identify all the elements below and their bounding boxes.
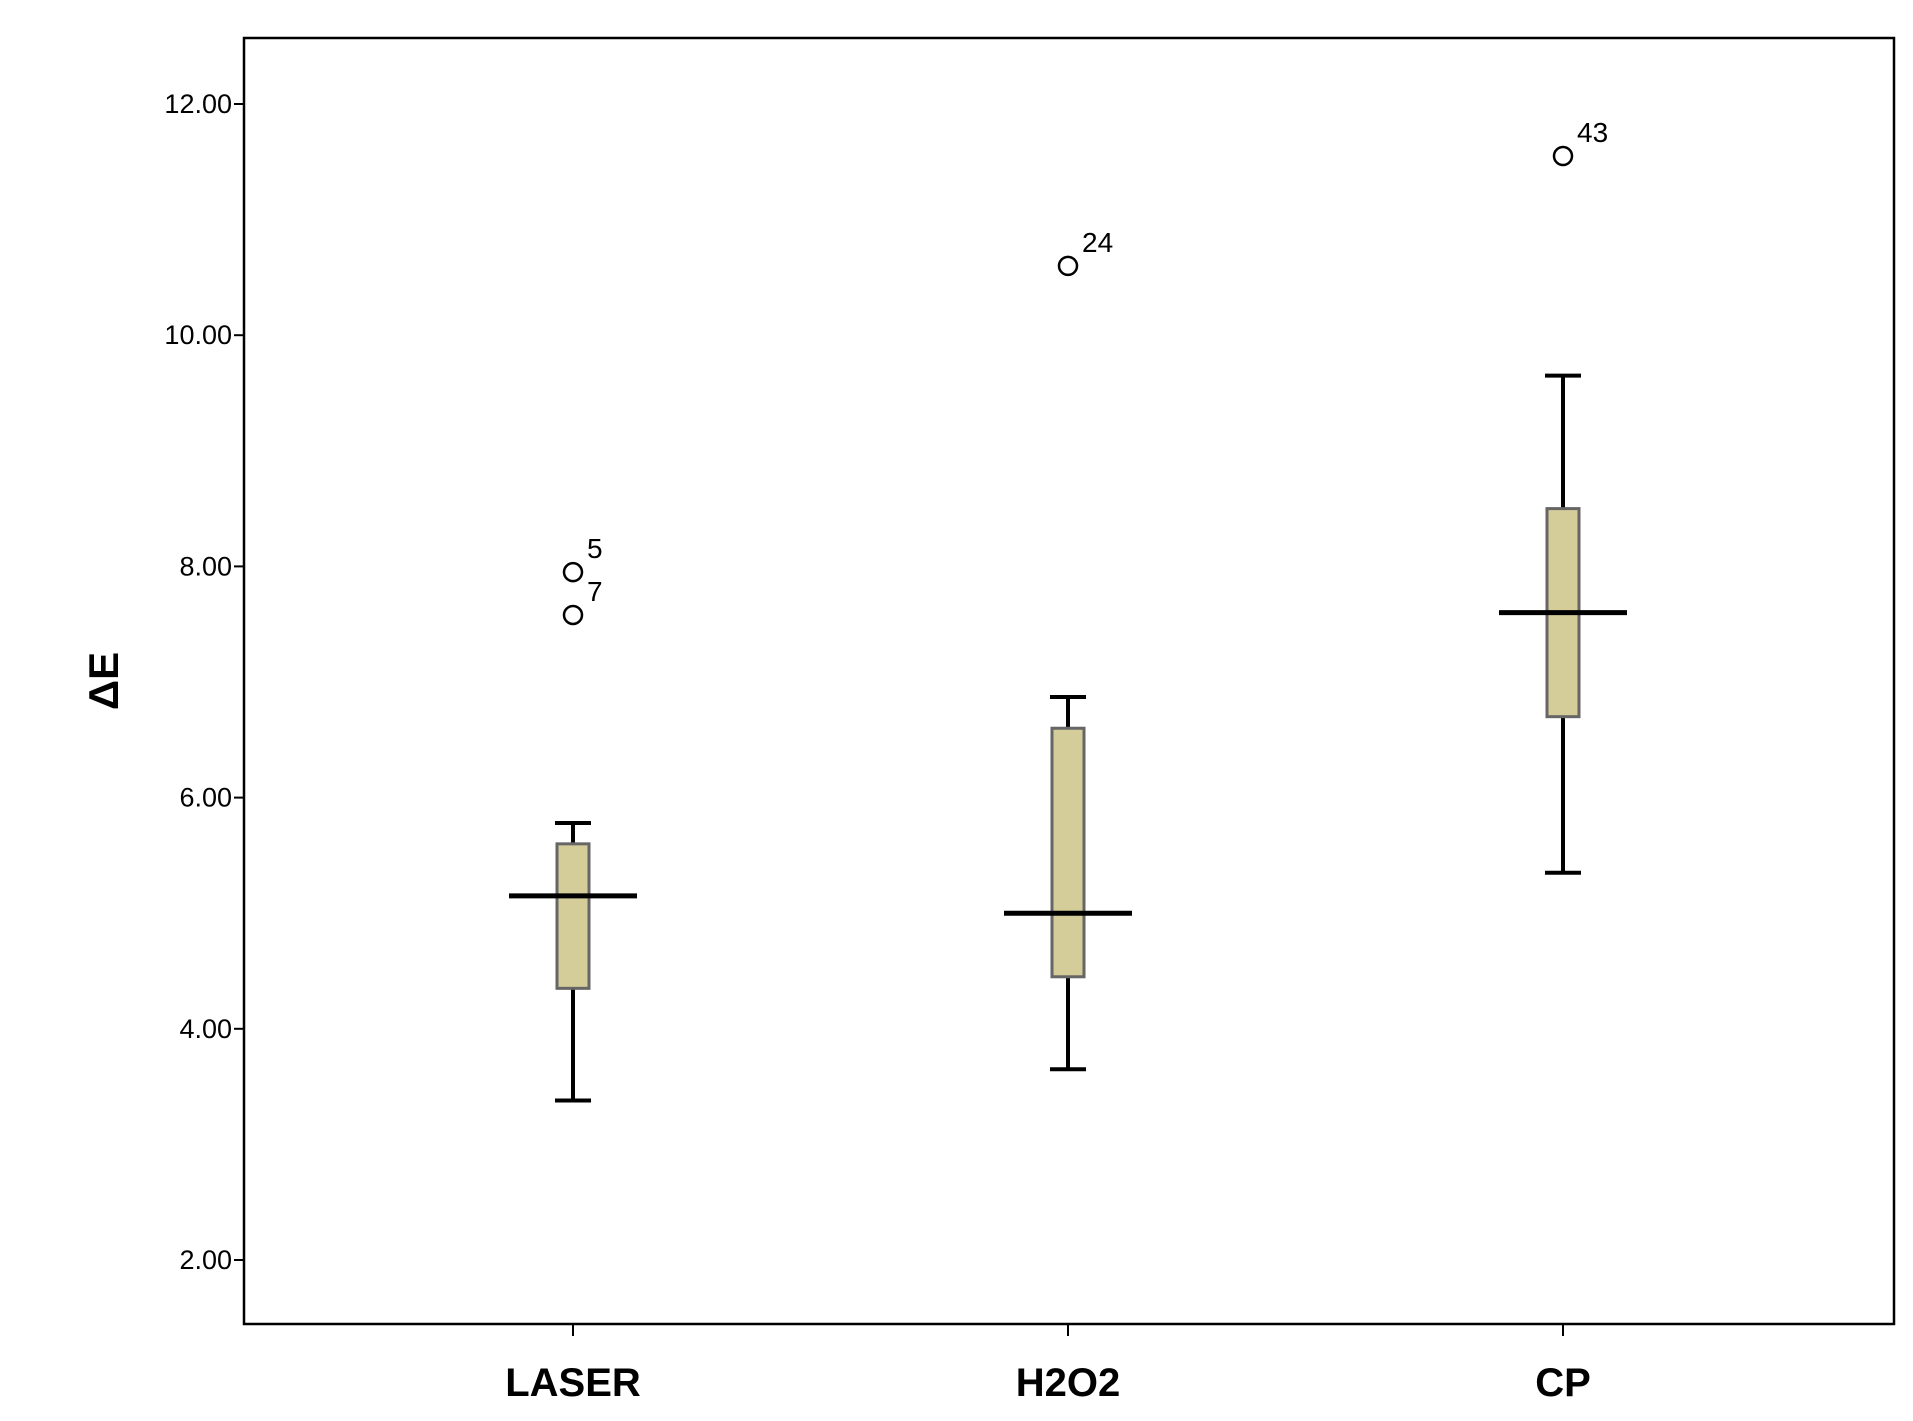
x-tick-label: H2O2	[1016, 1361, 1121, 1405]
outlier-label: 43	[1577, 117, 1608, 148]
iqr-box	[1050, 726, 1086, 979]
iqr-box	[555, 842, 591, 990]
plot-frame	[242, 36, 1896, 1326]
box-group: 5 7 24 43	[509, 117, 1627, 1103]
outlier-point	[1552, 145, 1574, 167]
y-tick-label: 12.00	[164, 89, 232, 119]
y-tick-label: 2.00	[179, 1245, 232, 1275]
y-tick-label: 8.00	[179, 551, 232, 581]
outlier-label: 24	[1082, 227, 1113, 258]
outlier-point	[562, 561, 584, 583]
x-axis: LASER H2O2 CP	[505, 1324, 1591, 1405]
x-tick-label: CP	[1535, 1361, 1591, 1405]
outlier-label: 7	[587, 576, 603, 607]
y-tick-label: 4.00	[179, 1014, 232, 1044]
y-tick-label: 6.00	[179, 783, 232, 813]
y-axis: 2.00 4.00 6.00 8.00 10.00 12.00	[164, 89, 244, 1275]
outlier-point	[562, 604, 584, 626]
y-axis-title: ΔE	[80, 652, 127, 710]
outlier-point	[1057, 255, 1079, 277]
outlier-label: 5	[587, 533, 603, 564]
x-tick-label: LASER	[505, 1361, 641, 1405]
y-tick-label: 10.00	[164, 320, 232, 350]
